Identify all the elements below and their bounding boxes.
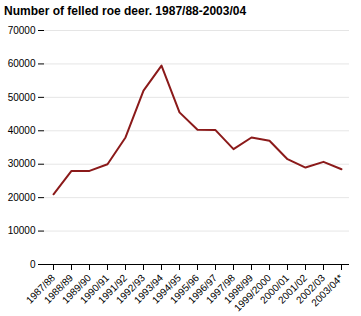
svg-text:1990/91: 1990/91 [77,272,112,306]
svg-text:1991/92: 1991/92 [95,272,130,306]
svg-text:0: 0 [30,259,36,270]
svg-text:70000: 70000 [8,25,36,36]
svg-text:1994/95: 1994/95 [149,272,184,306]
svg-text:1993/94: 1993/94 [131,272,166,306]
svg-text:1992/93: 1992/93 [113,272,148,306]
svg-text:10000: 10000 [8,225,36,236]
html-text:Number of felled roe deer. 198: Number of felled roe deer. 1987/88-2003/… [4,4,247,18]
svg-text:2000/01: 2000/01 [257,272,292,306]
svg-text:40000: 40000 [8,125,36,136]
svg-text:1998/99: 1998/99 [221,272,256,306]
svg-text:1988/89: 1988/89 [41,272,76,306]
svg-text:1989/90: 1989/90 [59,272,94,306]
svg-text:20000: 20000 [8,192,36,203]
svg-text:30000: 30000 [8,158,36,169]
svg-text:1996/97: 1996/97 [185,272,220,306]
svg-text:1987/88: 1987/88 [23,272,58,306]
svg-text:50000: 50000 [8,92,36,103]
svg-text:1995/96: 1995/96 [167,272,202,306]
svg-text:2001/02: 2001/02 [275,272,310,306]
svg-text:1997/98: 1997/98 [203,272,238,306]
svg-text:2002/03: 2002/03 [293,272,328,306]
svg-text:60000: 60000 [8,58,36,69]
svg-text:1999/2000: 1999/2000 [232,272,274,314]
svg-text:2003/04*: 2003/04* [309,272,345,308]
